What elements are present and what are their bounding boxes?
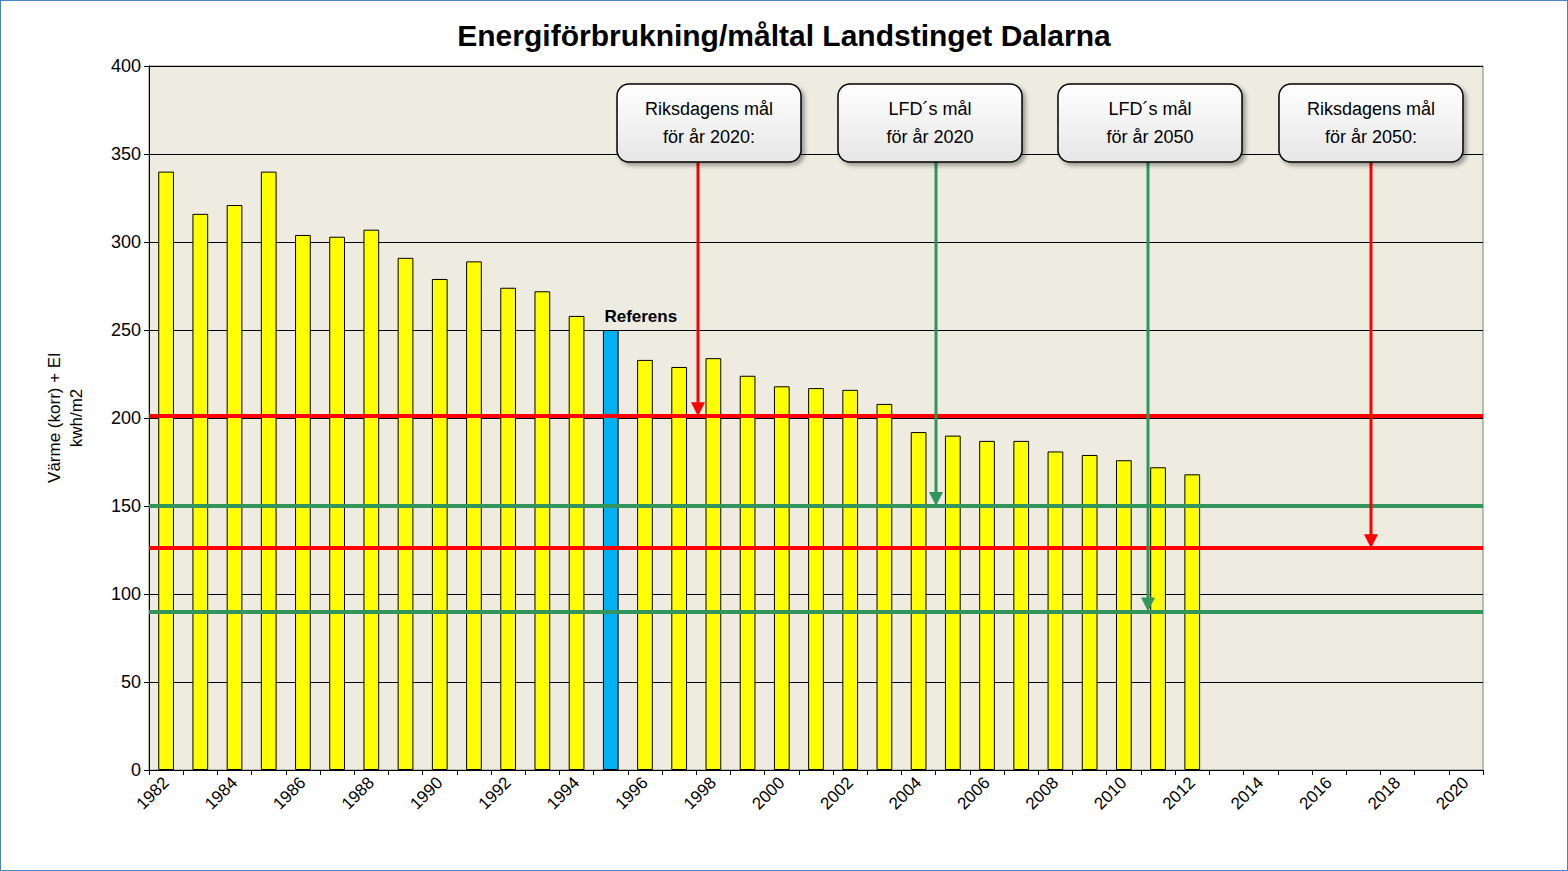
svg-text:för år 2050:: för år 2050:: [1325, 127, 1417, 147]
svg-text:200: 200: [111, 408, 141, 428]
svg-text:150: 150: [111, 496, 141, 516]
svg-text:2016: 2016: [1296, 773, 1336, 813]
svg-text:1996: 1996: [612, 773, 652, 813]
svg-text:Värme (korr) + El: Värme (korr) + El: [45, 353, 64, 483]
svg-text:1984: 1984: [201, 773, 241, 813]
svg-text:Riksdagens mål: Riksdagens mål: [1307, 99, 1435, 119]
svg-text:1992: 1992: [475, 773, 515, 813]
svg-text:50: 50: [121, 672, 141, 692]
svg-text:2008: 2008: [1022, 773, 1062, 813]
svg-text:100: 100: [111, 584, 141, 604]
svg-text:Referens: Referens: [604, 307, 677, 326]
svg-text:2012: 2012: [1159, 773, 1199, 813]
svg-text:2020: 2020: [1432, 773, 1472, 813]
svg-text:2018: 2018: [1364, 773, 1404, 813]
svg-text:2002: 2002: [817, 773, 857, 813]
svg-text:för år 2020:: för år 2020:: [663, 127, 755, 147]
svg-text:300: 300: [111, 232, 141, 252]
svg-text:250: 250: [111, 320, 141, 340]
svg-text:för år 2020: för år 2020: [886, 127, 973, 147]
svg-text:2006: 2006: [954, 773, 994, 813]
svg-text:1994: 1994: [543, 773, 583, 813]
svg-text:2000: 2000: [748, 773, 788, 813]
svg-text:2010: 2010: [1090, 773, 1130, 813]
svg-text:350: 350: [111, 144, 141, 164]
svg-text:400: 400: [111, 56, 141, 76]
svg-text:1986: 1986: [269, 773, 309, 813]
svg-text:2004: 2004: [885, 773, 925, 813]
svg-text:1982: 1982: [133, 773, 173, 813]
svg-text:Riksdagens mål: Riksdagens mål: [645, 99, 773, 119]
svg-text:kwh/m2: kwh/m2: [67, 389, 86, 448]
svg-text:LFD´s mål: LFD´s mål: [1108, 99, 1191, 119]
svg-text:1998: 1998: [680, 773, 720, 813]
svg-text:för år 2050: för år 2050: [1106, 127, 1193, 147]
svg-text:2014: 2014: [1227, 773, 1267, 813]
svg-text:1988: 1988: [338, 773, 378, 813]
svg-text:1990: 1990: [406, 773, 446, 813]
svg-text:Energiförbrukning/måltal Lands: Energiförbrukning/måltal Landstinget Dal…: [457, 19, 1111, 52]
svg-text:0: 0: [131, 760, 141, 780]
svg-text:LFD´s mål: LFD´s mål: [888, 99, 971, 119]
